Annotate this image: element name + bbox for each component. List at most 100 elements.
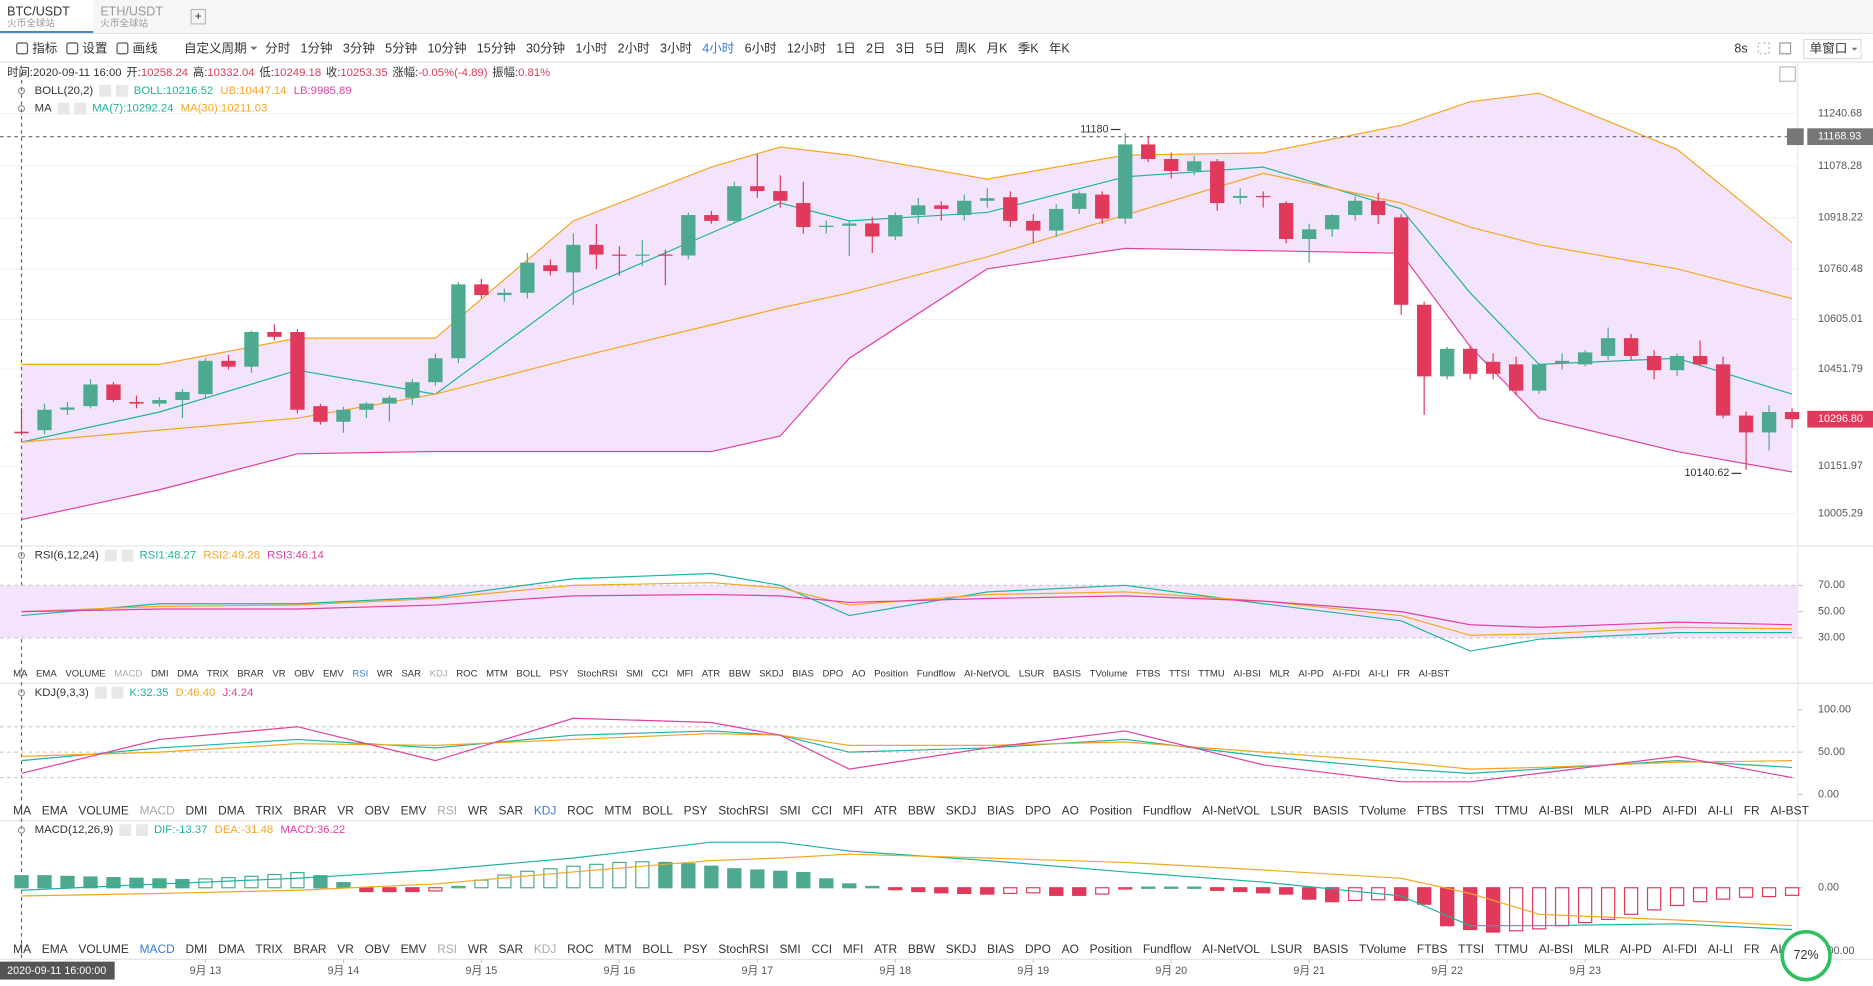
- indicator-tab[interactable]: BIAS: [792, 668, 814, 679]
- indicator-tab[interactable]: WR: [468, 942, 488, 956]
- indicator-tab[interactable]: KDJ: [430, 668, 448, 679]
- indicator-tab[interactable]: EMV: [401, 942, 427, 956]
- indicator-tab[interactable]: Position: [1090, 803, 1132, 817]
- indicator-tab[interactable]: ROC: [456, 668, 477, 679]
- indicator-tab[interactable]: SMI: [626, 668, 643, 679]
- indicator-tab[interactable]: TVolume: [1359, 942, 1406, 956]
- indicator-tab[interactable]: TRIX: [255, 942, 282, 956]
- indicator-tab[interactable]: TTSI: [1458, 803, 1484, 817]
- indicator-tab[interactable]: AI-NetVOL: [1202, 942, 1260, 956]
- indicator-tab[interactable]: BASIS: [1313, 803, 1348, 817]
- indicator-tab[interactable]: AI-LI: [1708, 803, 1733, 817]
- indicator-tab[interactable]: MLR: [1270, 668, 1290, 679]
- indicator-tab[interactable]: FTBS: [1136, 668, 1160, 679]
- legend-close[interactable]: [111, 686, 124, 699]
- indicator-tab[interactable]: TVolume: [1090, 668, 1128, 679]
- period-option[interactable]: 2小时: [618, 41, 650, 55]
- custom-period[interactable]: 自定义周期: [184, 41, 247, 55]
- legend-settings[interactable]: [104, 549, 117, 562]
- indicator-tab[interactable]: WR: [377, 668, 393, 679]
- period-option[interactable]: 30分钟: [526, 40, 565, 55]
- indicator-tab[interactable]: AO: [852, 668, 866, 679]
- indicator-tab[interactable]: BRAR: [293, 803, 327, 817]
- indicator-tab[interactable]: LSUR: [1019, 668, 1045, 679]
- indicator-tab[interactable]: SAR: [499, 942, 524, 956]
- indicator-tab[interactable]: SMI: [779, 942, 800, 956]
- indicator-tab[interactable]: FTBS: [1417, 942, 1448, 956]
- indicator-tab[interactable]: MA: [13, 668, 28, 679]
- indicator-tab[interactable]: AI-BSI: [1539, 942, 1573, 956]
- indicator-tab[interactable]: MTM: [604, 803, 631, 817]
- indicator-tab[interactable]: CCI: [652, 668, 668, 679]
- indicator-tab[interactable]: ATR: [702, 668, 720, 679]
- indicator-tab[interactable]: RSI: [352, 668, 368, 679]
- indicator-tab[interactable]: AI-NetVOL: [1202, 803, 1260, 817]
- legend-settings[interactable]: [94, 686, 107, 699]
- indicator-tab[interactable]: Position: [874, 668, 908, 679]
- indicator-tab[interactable]: TVolume: [1359, 803, 1406, 817]
- period-option[interactable]: 1小时: [575, 41, 607, 55]
- window-select[interactable]: [1803, 38, 1862, 60]
- indicator-tab[interactable]: AI-PD: [1620, 942, 1652, 956]
- fullscreen-button[interactable]: [1779, 66, 1796, 82]
- indicator-tab[interactable]: CCI: [811, 942, 832, 956]
- indicator-tab[interactable]: EMA: [42, 942, 68, 956]
- period-option[interactable]: 3分钟: [343, 40, 375, 55]
- indicator-tab[interactable]: AI-PD: [1298, 668, 1324, 679]
- indicator-tab[interactable]: DMA: [218, 942, 245, 956]
- indicator-tab[interactable]: DMA: [218, 803, 245, 817]
- indicator-tab[interactable]: StochRSI: [718, 942, 768, 956]
- indicator-tab[interactable]: AI-LI: [1708, 942, 1733, 956]
- indicator-tab[interactable]: ROC: [567, 803, 594, 817]
- indicator-tab[interactable]: PSY: [684, 803, 708, 817]
- indicator-tab[interactable]: CCI: [811, 803, 832, 817]
- indicator-tab[interactable]: AI-LI: [1369, 668, 1389, 679]
- screenshot-icon[interactable]: [1779, 42, 1792, 55]
- indicator-tab[interactable]: KDJ: [534, 942, 557, 956]
- indicator-tab[interactable]: ATR: [874, 942, 897, 956]
- indicator-tab[interactable]: Fundflow: [1143, 942, 1192, 956]
- indicator-tab[interactable]: BRAR: [237, 668, 264, 679]
- indicator-tab[interactable]: VOLUME: [78, 942, 128, 956]
- period-option[interactable]: 5日: [926, 41, 946, 55]
- indicator-tab[interactable]: EMA: [36, 668, 57, 679]
- indicator-tab[interactable]: VOLUME: [65, 668, 105, 679]
- period-option[interactable]: 季K: [1018, 41, 1040, 55]
- indicator-tab[interactable]: AO: [1062, 803, 1079, 817]
- indicator-tab[interactable]: MACD: [140, 803, 176, 817]
- period-option[interactable]: 3小时: [660, 41, 692, 55]
- period-option[interactable]: 4小时: [702, 41, 734, 55]
- indicator-tab[interactable]: TTMU: [1495, 942, 1528, 956]
- legend-close[interactable]: [121, 549, 134, 562]
- indicator-tab[interactable]: BASIS: [1313, 942, 1348, 956]
- indicator-tab[interactable]: RSI: [437, 803, 457, 817]
- indicator-tab[interactable]: AI-BST: [1419, 668, 1450, 679]
- indicator-tab[interactable]: AI-FDI: [1663, 942, 1697, 956]
- indicator-tab[interactable]: FTBS: [1417, 803, 1448, 817]
- indicator-tab[interactable]: BASIS: [1053, 668, 1081, 679]
- indicator-tab[interactable]: VR: [337, 803, 354, 817]
- indicator-tab[interactable]: PSY: [549, 668, 569, 679]
- indicator-tab[interactable]: FR: [1744, 803, 1760, 817]
- indicator-tab[interactable]: MA: [13, 942, 31, 956]
- period-option[interactable]: 1分钟: [301, 40, 333, 55]
- indicator-tab[interactable]: DMI: [151, 668, 168, 679]
- indicator-tab[interactable]: MA: [13, 803, 31, 817]
- indicator-tab[interactable]: StochRSI: [577, 668, 617, 679]
- indicator-tab[interactable]: Fundflow: [1143, 803, 1192, 817]
- indicator-tab[interactable]: OBV: [365, 942, 390, 956]
- indicator-tab[interactable]: Fundflow: [917, 668, 956, 679]
- indicator-tab[interactable]: BOLL: [516, 668, 540, 679]
- indicator-tab[interactable]: BOLL: [642, 803, 673, 817]
- indicator-tab[interactable]: TTMU: [1198, 668, 1225, 679]
- expand-icon[interactable]: [1757, 42, 1770, 55]
- period-option[interactable]: 3日: [896, 41, 916, 55]
- indicator-tab[interactable]: DPO: [822, 668, 843, 679]
- indicator-tab[interactable]: SAR: [499, 803, 524, 817]
- legend-close[interactable]: [136, 824, 148, 837]
- indicator-tab[interactable]: TTSI: [1169, 668, 1190, 679]
- indicator-tab[interactable]: BIAS: [987, 942, 1014, 956]
- period-option[interactable]: 2日: [866, 41, 886, 55]
- tool-button[interactable]: 画线: [133, 41, 159, 55]
- period-option[interactable]: 10分钟: [427, 40, 466, 55]
